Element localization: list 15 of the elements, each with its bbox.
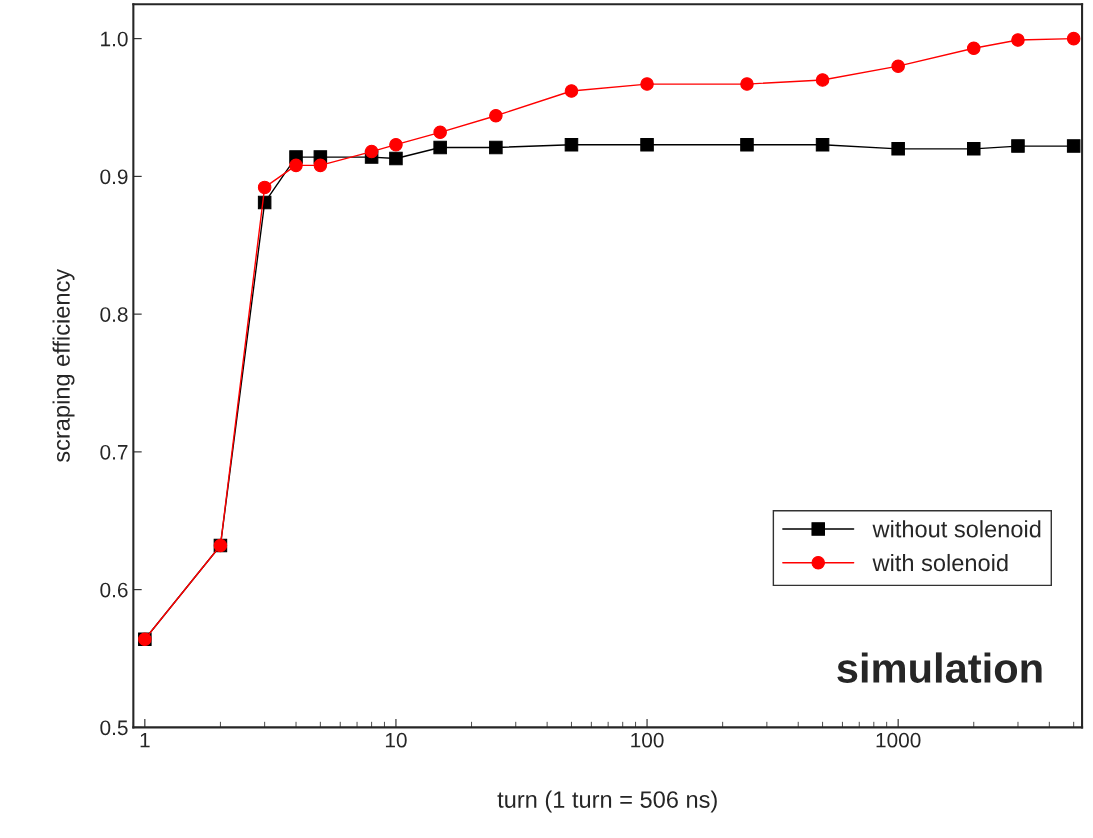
annotation: simulation [837, 652, 1042, 683]
y-tick-label: 0.8 [100, 307, 128, 322]
y-tick-label: 0.6 [100, 582, 128, 598]
x-tick-label: 1000 [876, 732, 921, 748]
y-tick-label: 1.0 [101, 31, 128, 47]
x-tick-label: 1 [140, 733, 150, 748]
y-tick-label: 0.7 [100, 444, 128, 460]
y-tick-label: 0.9 [100, 169, 128, 185]
legend-label: without solenoid [872, 520, 1041, 538]
x-tick-label: 10 [385, 732, 407, 748]
y-axis-title: scraping efficiency [52, 268, 75, 463]
x-axis-title: turn (1 turn = 506 ns) [497, 790, 717, 813]
legend-label: with solenoid [872, 553, 1008, 572]
y-tick-label: 0.5 [100, 720, 128, 736]
x-tick-label: 100 [631, 732, 664, 748]
